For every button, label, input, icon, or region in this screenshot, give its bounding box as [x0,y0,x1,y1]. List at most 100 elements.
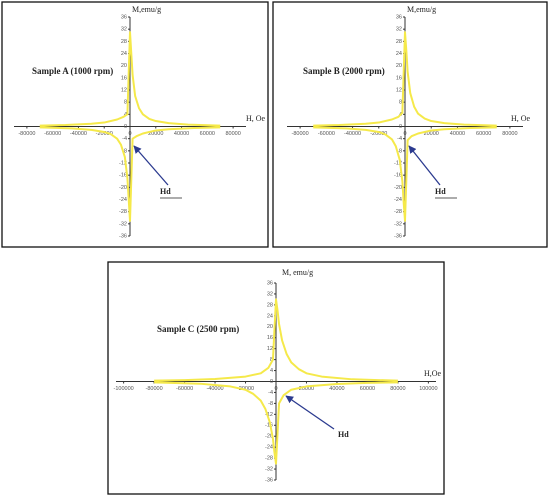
y-tick-label: 16 [396,75,402,81]
y-tick-label: -36 [265,477,273,483]
y-tick-label: 32 [121,27,127,33]
y-tick-label: -20 [265,434,273,440]
y-tick-label: -16 [265,423,273,429]
x-axis-label: H,Oe [424,369,442,378]
y-tick-label: 8 [399,100,402,106]
y-tick-label: -36 [394,233,402,239]
x-tick-label: 0 [403,131,406,137]
x-tick-label: -80000 [146,386,163,392]
x-tick-label: -80000 [18,131,35,137]
x-tick-label: 80000 [502,131,517,137]
y-tick-label: -12 [394,160,402,166]
y-tick-label: -12 [119,160,127,166]
x-tick-label: -100000 [114,386,134,392]
y-tick-label: 4 [270,368,273,374]
hd-arrow [408,145,441,186]
y-tick-label: 16 [267,335,273,341]
y-tick-label: 28 [396,39,402,45]
x-tick-label: 60000 [200,131,215,137]
x-tick-label: 20000 [299,386,314,392]
x-tick-label: 40000 [174,131,189,137]
y-tick-label: 0 [399,124,402,130]
y-tick-label: 8 [124,100,127,106]
x-tick-label: -40000 [70,131,87,137]
data-line [313,31,497,127]
y-tick-label: -24 [265,445,273,451]
y-tick-label: 0 [124,124,127,130]
y-tick-label: -36 [119,233,127,239]
panel-frame [1,1,269,248]
x-tick-label: -40000 [344,131,361,137]
hd-arrow [285,395,335,430]
x-tick-label: 60000 [476,131,491,137]
x-tick-label: -20000 [96,131,113,137]
data-line [154,381,398,465]
y-tick-label: 12 [396,87,402,93]
y-tick-label: 32 [267,291,273,297]
y-tick-label: 24 [121,51,127,57]
y-tick-label: -12 [265,412,273,418]
x-tick-label: -60000 [318,131,335,137]
chart-panel: -80000 -60000 -40000 -20000 0 20000 40000 60000… [272,1,548,248]
x-tick-label: -80000 [292,131,309,137]
x-tick-label: 60000 [360,386,375,392]
y-tick-label: 36 [121,14,127,20]
y-tick-label: -8 [397,148,402,154]
x-tick-label: 0 [128,131,131,137]
y-tick-label: -24 [394,197,402,203]
y-tick-label: 36 [267,280,273,286]
y-tick-label: -28 [119,209,127,215]
y-tick-label: 20 [121,63,127,69]
y-tick-label: 28 [121,39,127,45]
panel-frame [272,1,548,248]
x-tick-label: -60000 [176,386,193,392]
x-axis-label: H, Oe [246,114,266,123]
data-line [154,298,398,382]
x-tick-label: -60000 [44,131,61,137]
y-axis-label: M,emu/g [132,5,161,14]
sample-label: Sample C (2500 rpm) [157,324,239,334]
data-line [39,31,221,127]
x-axis-label: H, Oe [511,114,531,123]
y-tick-label: -16 [119,173,127,179]
x-tick-label: 40000 [329,386,344,392]
y-axis-label: M,emu/g [407,5,436,14]
x-tick-label: 20000 [148,131,163,137]
sample-label: Sample B (2000 rpm) [303,66,385,76]
y-tick-label: 28 [267,302,273,308]
y-tick-label: 16 [121,75,127,81]
chart-panel: -80000 -60000 -40000 -20000 0 20000 40000 60000… [1,1,269,248]
y-tick-label: -16 [394,173,402,179]
hd-annotation: Hd [160,187,171,196]
y-tick-label: -32 [265,467,273,473]
y-tick-label: 12 [267,346,273,352]
data-line [313,126,497,222]
y-tick-label: -28 [265,456,273,462]
y-tick-label: -8 [122,148,127,154]
y-tick-label: 36 [396,14,402,20]
chart-panel: -100000 -80000 -60000 -40000 -20000 0 20000 400… [107,261,445,495]
x-tick-label: -20000 [370,131,387,137]
hd-annotation: Hd [435,187,446,196]
x-tick-label: 80000 [390,386,405,392]
y-axis-label: M, emu/g [282,268,313,277]
hd-annotation: Hd [338,430,349,439]
y-tick-label: -28 [394,209,402,215]
y-tick-label: -32 [394,221,402,227]
y-tick-label: -20 [119,185,127,191]
x-tick-label: 100000 [419,386,437,392]
y-tick-label: 20 [396,63,402,69]
x-tick-label: -40000 [206,386,223,392]
y-tick-label: 0 [270,379,273,385]
y-tick-label: 24 [267,313,273,319]
y-tick-label: 12 [121,87,127,93]
y-tick-label: 20 [267,324,273,330]
y-tick-label: -32 [119,221,127,227]
y-tick-label: 8 [270,357,273,363]
y-tick-label: 32 [396,27,402,33]
hd-arrow [133,145,169,186]
data-line [39,126,221,222]
y-tick-label: -24 [119,197,127,203]
y-tick-label: -4 [122,136,127,142]
